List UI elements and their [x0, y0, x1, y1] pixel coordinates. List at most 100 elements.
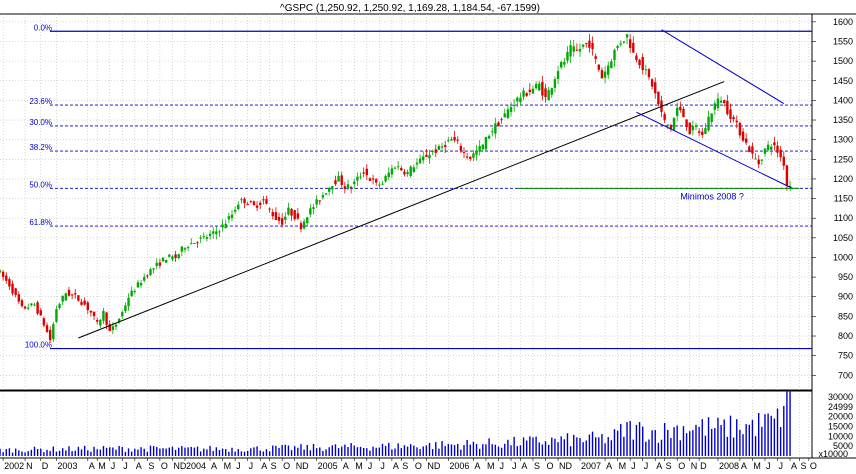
date-tick-label: S — [800, 461, 806, 471]
price-tick-label: 1450 — [833, 76, 853, 86]
date-tick-label: 2003 — [57, 461, 77, 471]
candle-up — [171, 256, 174, 260]
price-tick-label: 950 — [838, 272, 853, 282]
candle-down — [246, 204, 249, 206]
candle-down — [277, 216, 281, 221]
candle-down — [688, 122, 691, 135]
candle-up — [205, 237, 209, 239]
candle-down — [293, 210, 296, 220]
candle-up — [613, 49, 616, 61]
candle-up — [563, 61, 566, 65]
candle-up — [312, 207, 315, 209]
candle-down — [425, 154, 428, 157]
price-tick-label: 1200 — [833, 174, 853, 184]
candle-down — [371, 178, 375, 180]
candle-down — [77, 295, 80, 301]
candle-up — [607, 65, 610, 75]
candle-up — [168, 254, 171, 257]
candle-up — [415, 162, 419, 165]
date-tick-label: J — [512, 461, 517, 471]
candle-up — [215, 231, 218, 235]
candle-down — [544, 88, 547, 98]
candle-down — [271, 212, 274, 217]
candle-up — [531, 88, 535, 94]
candle-up — [302, 221, 306, 229]
candle-up — [691, 126, 695, 131]
candle-up — [321, 195, 325, 198]
candle-up — [572, 46, 575, 52]
candle-up — [309, 208, 312, 215]
volume-tick-label: 15000 — [828, 421, 853, 431]
date-tick-label: O — [161, 461, 168, 471]
candle-down — [174, 254, 177, 258]
date-tick-label: J — [236, 461, 241, 471]
date-tick-label: S — [666, 461, 672, 471]
candle-up — [393, 167, 397, 169]
candle-down — [14, 288, 17, 295]
candle-down — [453, 136, 456, 141]
candle-up — [190, 243, 193, 245]
date-axis: 2002 N D 2003 A M J J A S O ND 2004 A M J J A S O ND 2005 A M J J… — [2, 458, 817, 471]
candle-down — [252, 201, 256, 206]
candle-down — [20, 300, 24, 307]
candle-up — [224, 223, 227, 229]
candle-up — [559, 61, 563, 68]
candle-up — [133, 291, 137, 293]
price-tick-label: 1300 — [833, 135, 853, 145]
candle-up — [237, 204, 240, 210]
price-plot-area — [0, 14, 812, 380]
candle-down — [349, 187, 353, 189]
candle-down — [67, 289, 71, 296]
candle-down — [318, 200, 321, 202]
candle-up — [211, 231, 215, 234]
candle-down — [701, 131, 704, 136]
candle-up — [603, 71, 607, 78]
candle-down — [80, 301, 83, 305]
candle-down — [158, 262, 162, 266]
candle-up — [240, 199, 243, 201]
price-tick-label: 800 — [838, 331, 853, 341]
candle-up — [390, 168, 394, 175]
candle-down — [635, 55, 638, 61]
candle-down — [525, 93, 528, 96]
candle-up — [538, 83, 541, 91]
candle-down — [738, 122, 742, 136]
fib-label: 38.2% — [29, 143, 52, 152]
candle-up — [202, 235, 205, 237]
candle-up — [102, 310, 105, 321]
candle-up — [610, 61, 613, 69]
candle-up — [716, 98, 720, 109]
candle-down — [575, 49, 579, 51]
date-tick-label: ND — [173, 461, 186, 471]
candle-down — [585, 43, 588, 45]
price-tick-label: 1550 — [833, 36, 853, 46]
candle-down — [782, 156, 785, 166]
candle-up — [625, 34, 629, 38]
candle-up — [396, 166, 400, 168]
date-tick-label: J — [249, 461, 254, 471]
candle-down — [732, 117, 735, 120]
candle-up — [331, 186, 334, 190]
candle-up — [491, 131, 494, 133]
date-tick-label: S — [534, 461, 540, 471]
candle-up — [447, 140, 450, 142]
candle-down — [262, 199, 265, 201]
candle-up — [519, 97, 522, 103]
candle-down — [654, 82, 657, 94]
candle-up — [566, 51, 569, 61]
candle-up — [494, 123, 497, 134]
date-tick-label: 2007 — [581, 461, 601, 471]
date-tick-label: J — [111, 461, 116, 471]
candle-up — [124, 305, 127, 312]
candle-up — [121, 312, 124, 317]
candle-down — [17, 294, 21, 302]
candle-down — [669, 125, 673, 129]
candle-up — [230, 214, 234, 218]
candle-down — [776, 145, 779, 153]
candle-up — [233, 209, 237, 212]
candle-up — [199, 237, 202, 239]
candle-down — [456, 139, 459, 141]
candle-up — [666, 124, 669, 126]
date-tick-label: J — [644, 461, 649, 471]
candle-down — [8, 279, 11, 287]
